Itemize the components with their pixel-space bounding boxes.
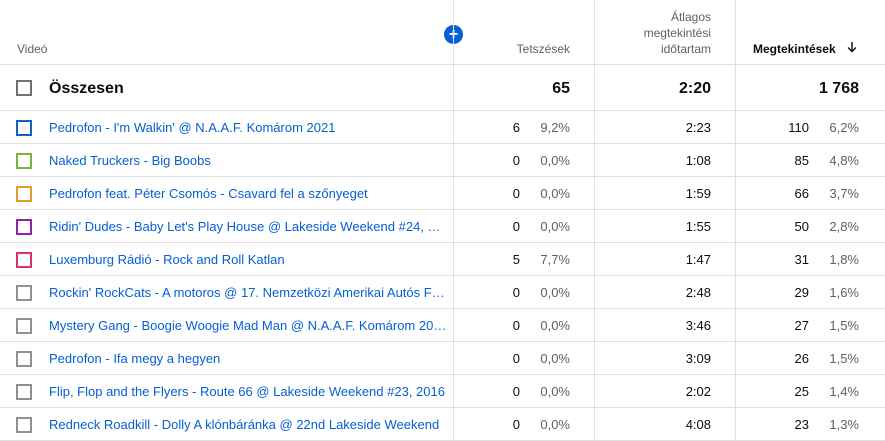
likes-value: 6 [512,120,520,135]
arrow-down-icon [847,41,857,57]
likes-percent: 0,0% [540,285,570,300]
avg-duration-value: 2:02 [685,384,711,399]
views-column-header[interactable]: Megtekintések [740,41,857,57]
row-checkbox[interactable] [16,417,32,433]
row-checkbox[interactable] [16,351,32,367]
likes-value: 0 [512,153,520,168]
likes-percent: 0,0% [540,417,570,432]
total-views: 1 768 [818,80,859,97]
video-title-link[interactable]: Naked Truckers - Big Boobs [49,153,211,168]
views-percent: 1,4% [829,384,859,399]
video-title-link[interactable]: Ridin' Dudes - Baby Let's Play House @ L… [49,219,447,234]
views-value: 66 [794,186,809,201]
avg-duration-value: 1:55 [685,219,711,234]
likes-value: 0 [512,384,520,399]
row-checkbox[interactable] [16,384,32,400]
avg-duration-line-3: időtartam [660,42,711,56]
likes-value: 0 [512,417,520,432]
views-percent: 1,6% [829,285,859,300]
table-row[interactable]: Mystery Gang - Boogie Woogie Mad Man @ N… [0,309,885,342]
total-likes: 65 [552,80,570,97]
table-row[interactable]: Rockin' RockCats - A motoros @ 17. Nemze… [0,276,885,309]
views-value: 50 [794,219,809,234]
video-title-link[interactable]: Pedrofon feat. Péter Csomós - Csavard fe… [49,186,368,201]
row-checkbox[interactable] [16,186,32,202]
row-checkbox[interactable] [16,285,32,301]
video-title-link[interactable]: Pedrofon - I'm Walkin' @ N.A.A.F. Komáro… [49,120,336,135]
video-title-link[interactable]: Mystery Gang - Boogie Woogie Mad Man @ N… [49,318,447,333]
table-row[interactable]: Luxemburg Rádió - Rock and Roll Katlan 5 7… [0,243,885,276]
likes-percent: 0,0% [540,351,570,366]
row-checkbox[interactable] [16,120,32,136]
avg-duration-value: 3:09 [685,351,711,366]
avg-duration-value: 3:46 [685,318,711,333]
likes-percent: 7,7% [540,252,570,267]
likes-percent: 9,2% [540,120,570,135]
table-header: Videó + Tetszések Átlagos megtekintési i… [0,0,885,65]
views-header-label: Megtekintések [752,42,836,56]
avg-duration-line-2: megtekintési [643,26,711,40]
views-value: 85 [794,153,809,168]
avg-duration-value: 1:08 [685,153,711,168]
row-checkbox[interactable] [16,252,32,268]
row-checkbox[interactable] [16,318,32,334]
views-value: 26 [794,351,809,366]
views-percent: 1,3% [829,417,859,432]
row-checkbox[interactable] [16,219,32,235]
total-avg-duration: 2:20 [678,80,711,97]
likes-value: 0 [512,186,520,201]
total-checkbox[interactable] [16,80,32,96]
likes-value: 5 [512,252,520,267]
avg-duration-value: 4:08 [685,417,711,432]
table-row[interactable]: Naked Truckers - Big Boobs 0 0,0% 1:08 85 4,8… [0,144,885,177]
table-row[interactable]: Pedrofon - I'm Walkin' @ N.A.A.F. Komáro… [0,111,885,144]
views-value: 31 [794,252,809,267]
video-column-header: Videó [17,42,48,56]
views-percent: 6,2% [829,120,859,135]
table-row[interactable]: Pedrofon - Ifa megy a hegyen 0 0,0% 3:09 26 1… [0,342,885,375]
views-value: 110 [788,120,809,135]
table-row[interactable]: Ridin' Dudes - Baby Let's Play House @ L… [0,210,885,243]
table-row[interactable]: Flip, Flop and the Flyers - Route 66 @ L… [0,375,885,408]
views-value: 23 [794,417,809,432]
views-value: 27 [794,318,809,333]
likes-column-header[interactable]: Tetszések [516,42,570,56]
likes-percent: 0,0% [540,384,570,399]
avg-duration-value: 2:48 [685,285,711,300]
likes-percent: 0,0% [540,186,570,201]
total-row: Összesen 65 2:20 1 768 [0,65,885,111]
views-value: 29 [794,285,809,300]
video-title-link[interactable]: Flip, Flop and the Flyers - Route 66 @ L… [49,384,445,399]
likes-percent: 0,0% [540,153,570,168]
video-title-link[interactable]: Luxemburg Rádió - Rock and Roll Katlan [49,252,285,267]
likes-percent: 0,0% [540,318,570,333]
table-row[interactable]: Redneck Roadkill - Dolly A klónbáránka @… [0,408,885,441]
likes-value: 0 [512,318,520,333]
likes-value: 0 [512,351,520,366]
column-divider [594,0,595,440]
views-percent: 2,8% [829,219,859,234]
video-title-link[interactable]: Redneck Roadkill - Dolly A klónbáránka @… [49,417,440,432]
row-checkbox[interactable] [16,153,32,169]
avg-duration-value: 1:59 [685,186,711,201]
avg-duration-line-1: Átlagos [670,10,711,24]
column-divider [735,0,736,440]
likes-value: 0 [512,285,520,300]
views-percent: 1,8% [829,252,859,267]
likes-percent: 0,0% [540,219,570,234]
views-percent: 1,5% [829,351,859,366]
avg-duration-value: 2:23 [685,120,711,135]
views-percent: 3,7% [829,186,859,201]
column-divider [453,0,454,440]
views-value: 25 [794,384,809,399]
video-title-link[interactable]: Rockin' RockCats - A motoros @ 17. Nemze… [49,285,447,300]
likes-value: 0 [512,219,520,234]
total-label: Összesen [49,80,124,97]
avg-duration-value: 1:47 [685,252,711,267]
views-percent: 4,8% [829,153,859,168]
views-percent: 1,5% [829,318,859,333]
avg-duration-column-header[interactable]: Átlagos megtekintési időtartam [600,9,711,57]
video-title-link[interactable]: Pedrofon - Ifa megy a hegyen [49,351,221,366]
table-row[interactable]: Pedrofon feat. Péter Csomós - Csavard fe… [0,177,885,210]
